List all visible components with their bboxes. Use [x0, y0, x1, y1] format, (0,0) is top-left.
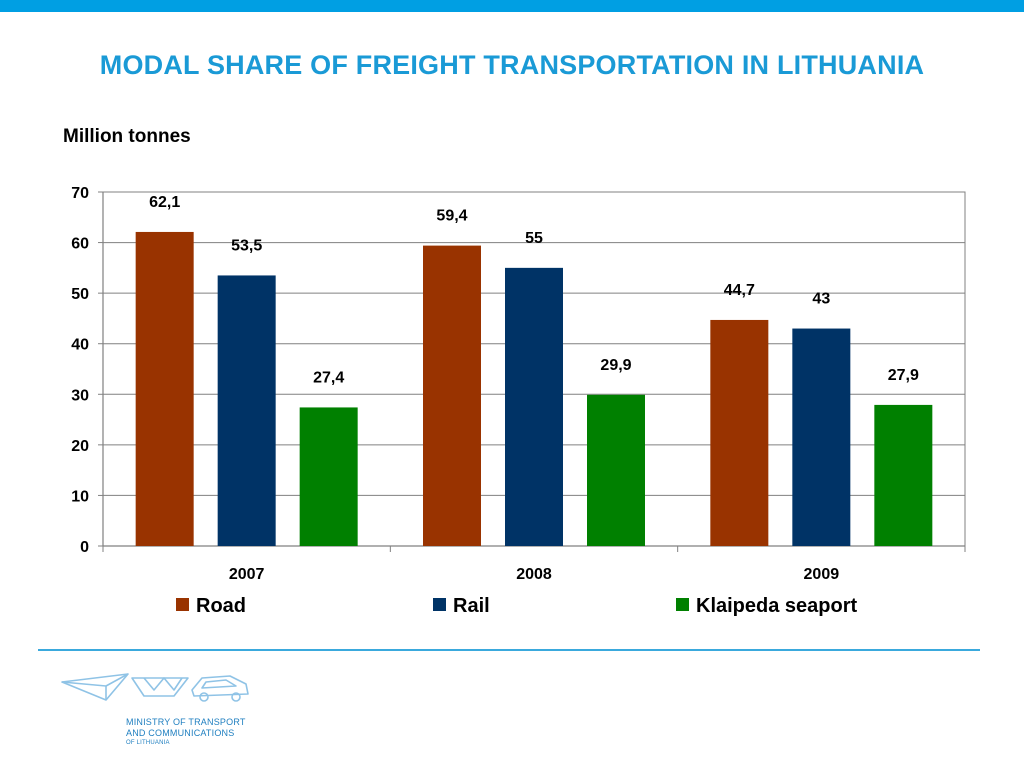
- ministry-logo-icon: [61, 673, 249, 702]
- footer-divider: [38, 649, 980, 651]
- ministry-logo-text: MINISTRY OF TRANSPORT AND COMMUNICATIONS…: [126, 717, 246, 748]
- top-accent-bar: [0, 0, 1024, 12]
- data-label: 62,1: [149, 194, 180, 211]
- data-label: 27,9: [888, 367, 919, 384]
- bar-road: [135, 231, 194, 547]
- y-tick-label: 40: [71, 337, 89, 354]
- y-tick-label: 70: [71, 185, 89, 202]
- bar-rail: [505, 267, 563, 546]
- bar-rail: [217, 275, 276, 546]
- bar-klaipeda-seaport: [874, 404, 933, 546]
- data-label: 59,4: [436, 208, 467, 225]
- data-label: 53,5: [231, 237, 262, 254]
- legend-swatch: [176, 598, 189, 611]
- y-tick-label: 50: [71, 286, 89, 303]
- logo-line-2: AND COMMUNICATIONS: [126, 728, 235, 738]
- bar-klaipeda-seaport: [299, 407, 358, 546]
- bar-road: [710, 319, 769, 546]
- bar-klaipeda-seaport: [587, 394, 645, 546]
- logo-line-3: OF LITHUANIA: [126, 740, 170, 746]
- x-tick-label: 2008: [516, 566, 552, 583]
- y-tick-label: 30: [71, 387, 89, 404]
- y-tick-label: 0: [80, 539, 89, 556]
- unit-label: Million tonnes: [63, 126, 191, 147]
- y-tick-label: 10: [71, 488, 89, 505]
- data-label: 29,9: [600, 357, 631, 374]
- y-tick-label: 20: [71, 438, 89, 455]
- slide-title: MODAL SHARE OF FREIGHT TRANSPORTATION IN…: [99, 50, 925, 80]
- logo-line-1: MINISTRY OF TRANSPORT: [126, 717, 246, 727]
- legend-label: Rail: [453, 595, 490, 617]
- bar-rail: [792, 328, 851, 546]
- bar-road: [423, 245, 481, 546]
- y-tick-label: 60: [71, 236, 89, 253]
- legend-swatch: [676, 598, 689, 611]
- legend-label: Klaipeda seaport: [696, 595, 858, 617]
- data-label: 43: [812, 291, 830, 308]
- data-label: 44,7: [724, 282, 755, 299]
- data-label: 55: [525, 230, 543, 247]
- x-tick-label: 2007: [229, 566, 265, 583]
- bar-chart: 0 10 20 30 40 50 60 70 62,1 53,5 27,4 2007 59,4 55 29,…: [71, 185, 966, 617]
- data-label: 27,4: [313, 369, 344, 386]
- legend-swatch: [433, 598, 446, 611]
- x-tick-label: 2009: [804, 566, 840, 583]
- legend-label: Road: [196, 595, 246, 617]
